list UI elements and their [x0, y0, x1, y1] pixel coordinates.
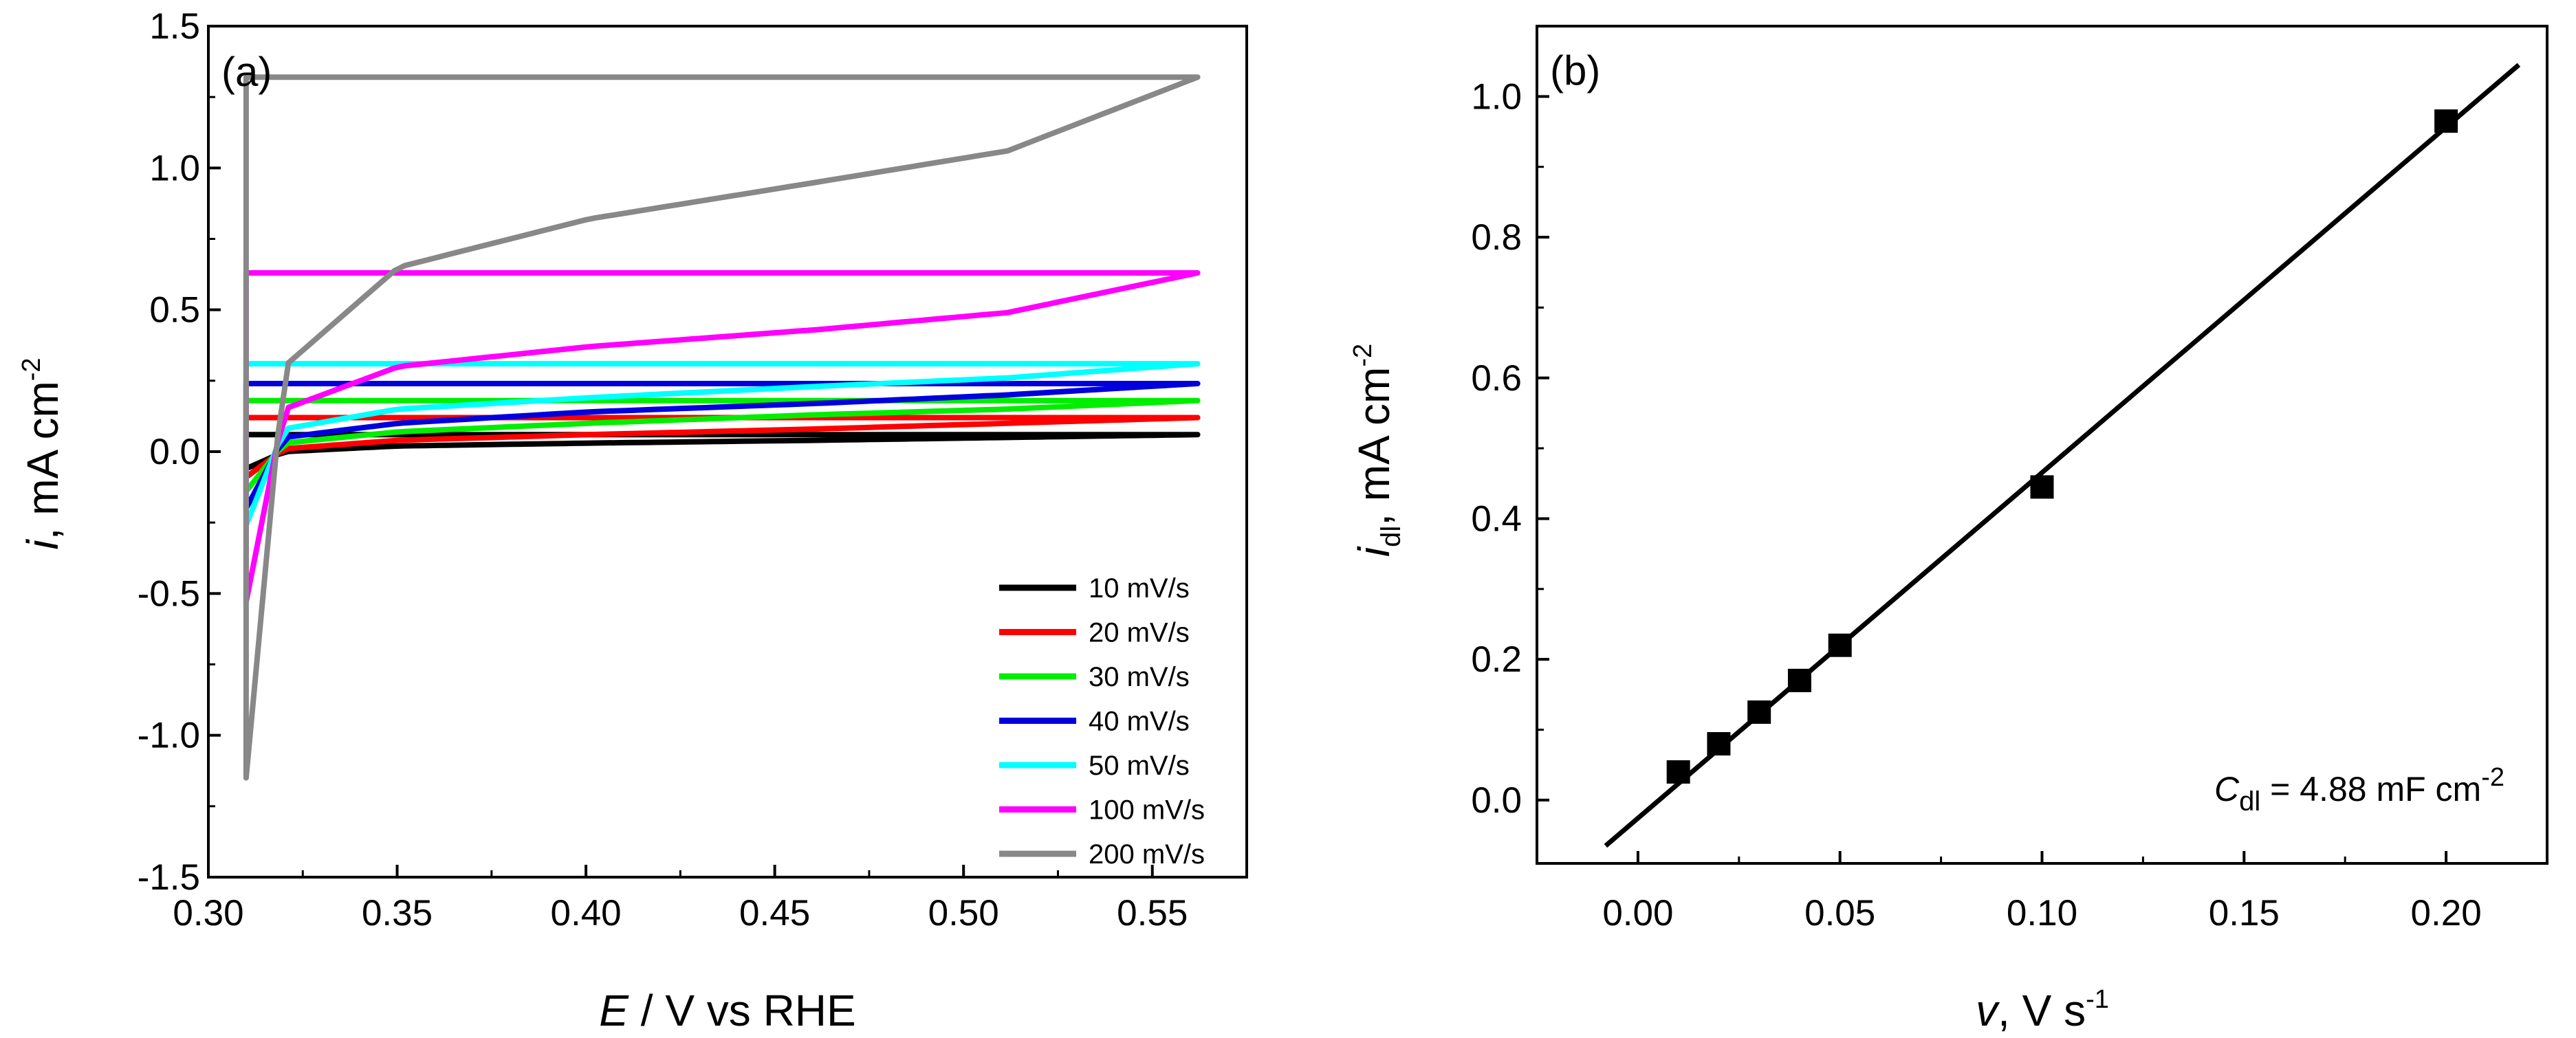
legend-label: 10 mV/s	[1089, 573, 1190, 604]
cdl-x-tick-label: 0.00	[1602, 893, 1673, 934]
cv-y-axis-exponent: -2	[17, 357, 46, 381]
cdl-x-axis-exponent: -1	[2086, 985, 2109, 1014]
cv-series-line	[243, 361, 1201, 529]
cv-x-axis-label: E / V vs RHE	[599, 986, 855, 1035]
cv-x-tick-label: 0.45	[739, 893, 810, 934]
cv-x-axis-unit: / V vs RHE	[629, 986, 856, 1035]
cdl-data-point	[1747, 700, 1771, 724]
cdl-y-tick-label: 0.6	[1471, 358, 1522, 399]
cdl-ticks: 0.00 0.05 0.10 0.15 0.20 0.0 0.2 0.4 0.6 0.8 1.0	[1471, 76, 2481, 934]
cv-y-tick-label: -1.0	[138, 716, 200, 756]
legend-label: 100 mV/s	[1089, 795, 1205, 826]
cdl-y-tick-label: 0.8	[1471, 217, 1522, 258]
cdl-y-tick-label: 0.4	[1471, 498, 1522, 539]
cdl-data-point	[1828, 633, 1852, 657]
cdl-y-tick-label: 0.2	[1471, 639, 1522, 680]
cv-x-tick-label: 0.50	[928, 893, 999, 934]
cv-chart-panel: 0.30 0.35 0.40 0.45 0.50 0.55 1.5 1.0 0.5 0.0 -0.5…	[17, 6, 1248, 1035]
cdl-annotation-exponent: -2	[2481, 763, 2504, 792]
cdl-data-point	[1666, 760, 1690, 784]
cv-y-tick-label: -1.5	[138, 857, 200, 898]
cv-x-tick-label: 0.35	[362, 893, 433, 934]
cdl-x-tick-label: 0.10	[2007, 893, 2077, 934]
capacitance-chart-panel: 0.00 0.05 0.10 0.15 0.20 0.0 0.2 0.4 0.6 0.8 1.0 (…	[1349, 25, 2548, 1035]
cv-series-line	[243, 381, 1201, 511]
legend-label: 200 mV/s	[1089, 839, 1205, 870]
cv-y-tick-label: 0.0	[149, 432, 200, 472]
cdl-x-axis-unit: , V s	[1998, 986, 2086, 1035]
cv-ticks: 0.30 0.35 0.40 0.45 0.50 0.55 1.5 1.0 0.5 0.0 -0.5…	[138, 6, 1188, 934]
cdl-data-point	[1787, 668, 1811, 692]
cv-x-tick-label: 0.30	[173, 893, 243, 934]
cv-x-tick-label: 0.55	[1117, 893, 1188, 934]
cdl-y-axis-unit: , mA cm	[1349, 367, 1399, 526]
cdl-annotation: Cdl = 4.88 mF cm-2	[2214, 763, 2504, 817]
cdl-y-axis-exponent: -2	[1349, 344, 1377, 367]
cdl-points-group	[1666, 109, 2458, 784]
cdl-plot-frame	[1536, 25, 2548, 865]
cdl-data-point	[2434, 109, 2458, 133]
cdl-data-point	[2030, 475, 2054, 499]
cdl-x-tick-label: 0.05	[1804, 893, 1875, 934]
cv-y-axis-label: i, mA cm-2	[17, 357, 67, 549]
cdl-y-tick-label: 0.0	[1471, 780, 1522, 821]
legend-label: 20 mV/s	[1089, 618, 1190, 648]
cdl-y-axis-label: idl, mA cm-2	[1349, 344, 1406, 557]
cv-y-tick-label: -0.5	[138, 573, 200, 614]
cv-y-axis-unit: , mA cm	[18, 381, 67, 540]
cdl-fit-line	[1604, 63, 2521, 848]
cdl-x-axis-label: v, V s-1	[1976, 985, 2109, 1035]
cdl-x-tick-label: 0.20	[2411, 893, 2482, 934]
cv-series-line	[243, 415, 1201, 481]
cdl-x-axis-symbol: v	[1976, 986, 2000, 1035]
cv-y-axis-symbol: i	[18, 539, 67, 550]
cdl-fit-group	[1604, 63, 2521, 848]
legend-label: 40 mV/s	[1089, 707, 1190, 737]
cv-series-group	[243, 74, 1201, 781]
cdl-y-axis-subscript: dl	[1376, 526, 1406, 547]
cv-series-line	[243, 74, 1201, 781]
cv-series-line	[243, 270, 1201, 605]
cdl-y-tick-label: 1.0	[1471, 76, 1522, 117]
cv-x-tick-label: 0.40	[551, 893, 622, 934]
legend-label: 50 mV/s	[1089, 751, 1190, 781]
cdl-y-axis-symbol: i	[1349, 546, 1399, 557]
cv-legend: 10 mV/s 20 mV/s 30 mV/s 40 mV/s 50 mV/s 100 m…	[999, 573, 1205, 870]
cv-y-tick-label: 0.5	[149, 290, 200, 331]
cdl-annotation-value: = 4.88 mF cm	[2260, 770, 2481, 808]
cv-x-axis-symbol: E	[599, 986, 629, 1035]
cdl-x-tick-label: 0.15	[2209, 893, 2280, 934]
cv-y-tick-label: 1.0	[149, 148, 200, 188]
panel-label-a: (a)	[221, 49, 272, 95]
cdl-annotation-subscript: dl	[2239, 786, 2260, 817]
cv-plot-frame	[207, 25, 1248, 879]
legend-label: 30 mV/s	[1089, 662, 1190, 692]
cv-y-tick-label: 1.5	[149, 6, 200, 47]
panel-label-b: (b)	[1550, 47, 1600, 93]
cdl-data-point	[1707, 732, 1731, 755]
cdl-annotation-symbol: C	[2214, 770, 2240, 808]
